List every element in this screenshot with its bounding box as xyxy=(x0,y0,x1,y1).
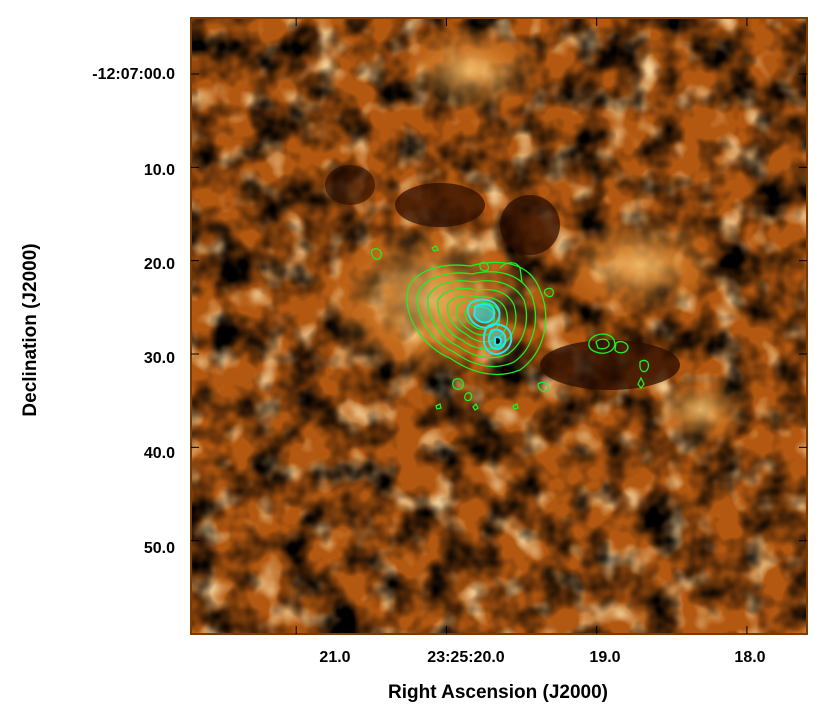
image-panel xyxy=(191,18,807,634)
y-tick-label: 30.0 xyxy=(144,350,175,367)
y-tick-label: 50.0 xyxy=(144,540,175,557)
y-tick-label: 40.0 xyxy=(144,445,175,462)
axis-ticks xyxy=(191,18,807,634)
x-axis-tick-labels: 21.0 23:25:20.0 19.0 18.0 xyxy=(319,649,765,666)
y-tick-label: 20.0 xyxy=(144,256,175,273)
y-axis-tick-labels: -12:07:00.0 10.0 20.0 30.0 40.0 50.0 xyxy=(92,66,175,557)
x-tick-label: 23:25:20.0 xyxy=(427,649,504,666)
cyan-contours xyxy=(466,298,513,356)
x-axis-title: Right Ascension (J2000) xyxy=(388,682,608,703)
y-axis-title: Declination (J2000) xyxy=(20,243,41,416)
y-tick-label: 10.0 xyxy=(144,162,175,179)
x-tick-label: 18.0 xyxy=(734,649,765,666)
plot-frame xyxy=(190,17,808,635)
green-contours xyxy=(370,245,650,411)
x-tick-label: 19.0 xyxy=(589,649,620,666)
y-tick-label: -12:07:00.0 xyxy=(92,66,175,83)
x-tick-label: 21.0 xyxy=(319,649,350,666)
